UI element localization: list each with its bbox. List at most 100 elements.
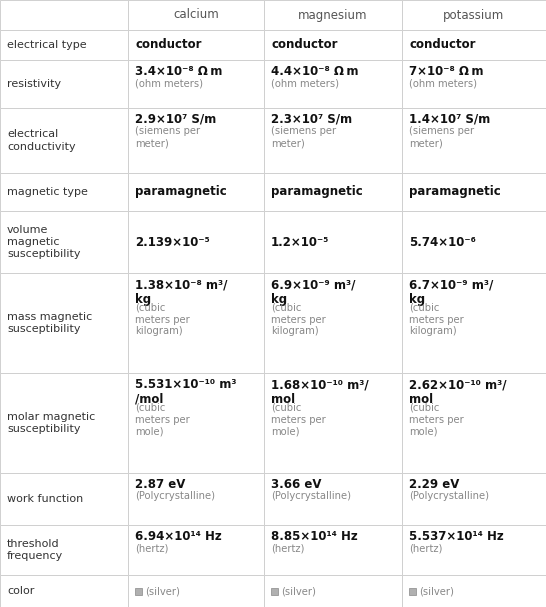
Text: paramagnetic: paramagnetic [409, 186, 501, 198]
Bar [128, 108, 264, 173]
Text: 2.87 eV: 2.87 eV [135, 478, 186, 491]
Text: (silver): (silver) [281, 586, 316, 596]
Bar [264, 173, 402, 211]
Text: threshold
frequency: threshold frequency [7, 539, 63, 561]
Text: 4.4×10⁻⁸ Ω m: 4.4×10⁻⁸ Ω m [271, 65, 359, 78]
Text: (ohm meters): (ohm meters) [271, 78, 339, 89]
Bar [0, 273, 128, 373]
Bar [128, 60, 264, 108]
Text: (Polycrystalline): (Polycrystalline) [409, 492, 489, 501]
Bar [0, 0, 128, 30]
Text: 5.531×10⁻¹⁰ m³
/mol: 5.531×10⁻¹⁰ m³ /mol [135, 378, 236, 406]
Text: 1.4×10⁷ S/m: 1.4×10⁷ S/m [409, 113, 490, 126]
Bar [128, 211, 264, 273]
Text: 5.74×10⁻⁶: 5.74×10⁻⁶ [409, 236, 476, 248]
Bar [264, 211, 402, 273]
Text: (hertz): (hertz) [135, 543, 168, 554]
Text: (silver): (silver) [145, 586, 180, 596]
Bar [264, 473, 402, 525]
Bar [264, 60, 402, 108]
Bar [0, 373, 128, 473]
Bar [0, 525, 128, 575]
Bar [128, 473, 264, 525]
Bar [264, 0, 402, 30]
Text: (cubic
meters per
kilogram): (cubic meters per kilogram) [271, 303, 326, 336]
Text: electrical
conductivity: electrical conductivity [7, 129, 76, 152]
Bar [128, 173, 264, 211]
Bar [402, 525, 546, 575]
Text: 2.62×10⁻¹⁰ m³/
mol: 2.62×10⁻¹⁰ m³/ mol [409, 378, 507, 406]
Text: potassium: potassium [443, 8, 505, 21]
Bar [0, 30, 128, 60]
Text: (cubic
meters per
kilogram): (cubic meters per kilogram) [135, 303, 190, 336]
Text: work function: work function [7, 494, 83, 504]
Text: color: color [7, 586, 34, 596]
Text: conductor: conductor [271, 38, 337, 52]
Text: calcium: calcium [173, 8, 219, 21]
Text: (siemens per
meter): (siemens per meter) [271, 126, 336, 148]
Text: 2.139×10⁻⁵: 2.139×10⁻⁵ [135, 236, 210, 248]
Bar [409, 588, 416, 594]
Bar [128, 273, 264, 373]
Text: (cubic
meters per
mole): (cubic meters per mole) [271, 403, 326, 436]
Text: 5.537×10¹⁴ Hz: 5.537×10¹⁴ Hz [409, 530, 504, 543]
Text: paramagnetic: paramagnetic [271, 186, 363, 198]
Text: mass magnetic
susceptibility: mass magnetic susceptibility [7, 312, 92, 334]
Text: (cubic
meters per
mole): (cubic meters per mole) [409, 403, 464, 436]
Bar [0, 173, 128, 211]
Bar [264, 30, 402, 60]
Bar [264, 108, 402, 173]
Bar [402, 373, 546, 473]
Text: (ohm meters): (ohm meters) [409, 78, 477, 89]
Text: electrical type: electrical type [7, 40, 87, 50]
Text: (siemens per
meter): (siemens per meter) [135, 126, 200, 148]
Bar [402, 473, 546, 525]
Text: conductor: conductor [409, 38, 476, 52]
Text: 7×10⁻⁸ Ω m: 7×10⁻⁸ Ω m [409, 65, 484, 78]
Text: (siemens per
meter): (siemens per meter) [409, 126, 474, 148]
Bar [402, 0, 546, 30]
Text: conductor: conductor [135, 38, 201, 52]
Bar [264, 525, 402, 575]
Bar [264, 575, 402, 607]
Text: (cubic
meters per
kilogram): (cubic meters per kilogram) [409, 303, 464, 336]
Bar [402, 575, 546, 607]
Text: resistivity: resistivity [7, 79, 61, 89]
Text: (hertz): (hertz) [271, 543, 304, 554]
Text: 1.38×10⁻⁸ m³/
kg: 1.38×10⁻⁸ m³/ kg [135, 278, 227, 306]
Bar [135, 588, 142, 594]
Text: 1.68×10⁻¹⁰ m³/
mol: 1.68×10⁻¹⁰ m³/ mol [271, 378, 369, 406]
Text: (cubic
meters per
mole): (cubic meters per mole) [135, 403, 190, 436]
Text: 1.2×10⁻⁵: 1.2×10⁻⁵ [271, 236, 329, 248]
Text: 3.66 eV: 3.66 eV [271, 478, 322, 491]
Text: 6.9×10⁻⁹ m³/
kg: 6.9×10⁻⁹ m³/ kg [271, 278, 355, 306]
Text: molar magnetic
susceptibility: molar magnetic susceptibility [7, 412, 95, 434]
Text: 2.29 eV: 2.29 eV [409, 478, 459, 491]
Bar [402, 60, 546, 108]
Text: 6.7×10⁻⁹ m³/
kg: 6.7×10⁻⁹ m³/ kg [409, 278, 493, 306]
Text: (hertz): (hertz) [409, 543, 442, 554]
Text: magnesium: magnesium [298, 8, 368, 21]
Text: 8.85×10¹⁴ Hz: 8.85×10¹⁴ Hz [271, 530, 358, 543]
Bar [271, 588, 278, 594]
Text: 2.3×10⁷ S/m: 2.3×10⁷ S/m [271, 113, 352, 126]
Text: magnetic type: magnetic type [7, 187, 88, 197]
Bar [264, 273, 402, 373]
Text: (Polycrystalline): (Polycrystalline) [135, 492, 215, 501]
Bar [402, 108, 546, 173]
Text: 3.4×10⁻⁸ Ω m: 3.4×10⁻⁸ Ω m [135, 65, 222, 78]
Bar [0, 575, 128, 607]
Bar [402, 173, 546, 211]
Text: (ohm meters): (ohm meters) [135, 78, 203, 89]
Text: paramagnetic: paramagnetic [135, 186, 227, 198]
Text: 2.9×10⁷ S/m: 2.9×10⁷ S/m [135, 113, 216, 126]
Bar [128, 30, 264, 60]
Bar [0, 473, 128, 525]
Bar [128, 575, 264, 607]
Text: (Polycrystalline): (Polycrystalline) [271, 492, 351, 501]
Bar [402, 273, 546, 373]
Bar [264, 373, 402, 473]
Bar [0, 108, 128, 173]
Bar [402, 211, 546, 273]
Text: volume
magnetic
susceptibility: volume magnetic susceptibility [7, 225, 80, 259]
